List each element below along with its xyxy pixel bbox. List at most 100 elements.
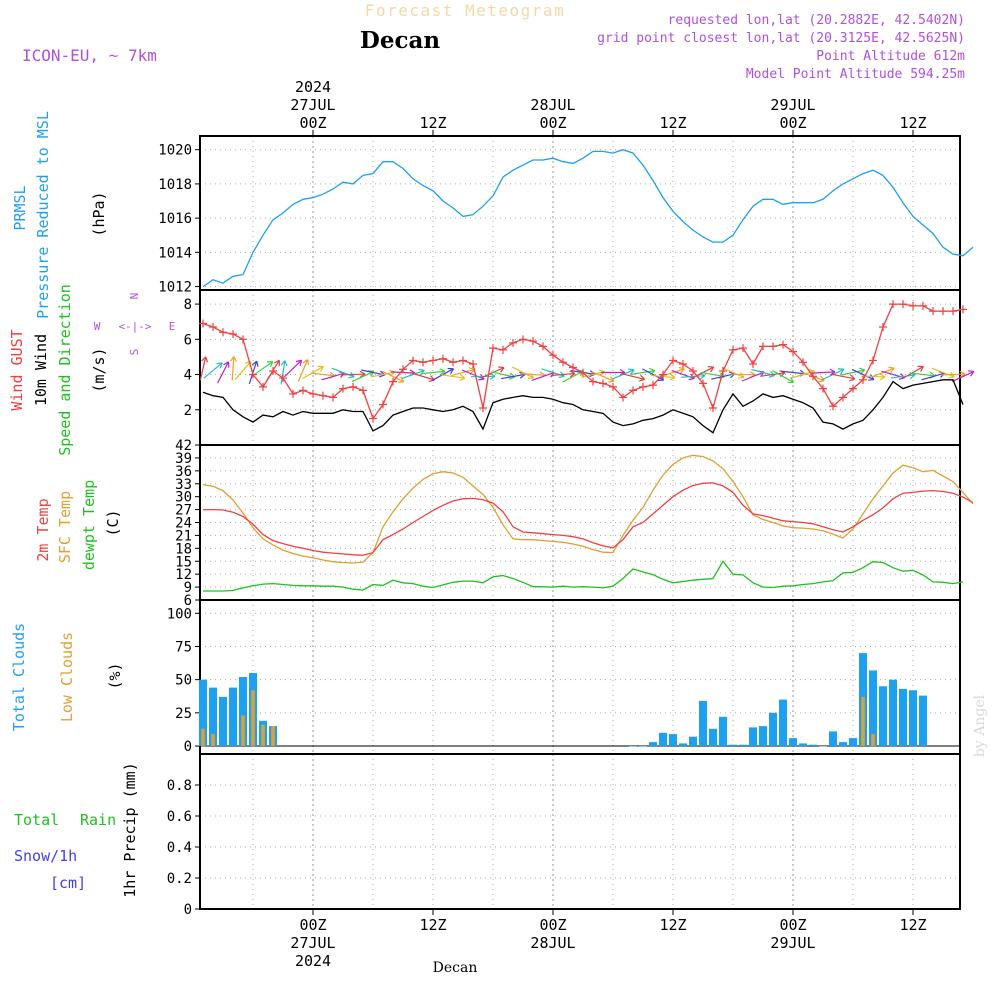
- gust-marker: [689, 367, 697, 376]
- gust-marker: [679, 359, 687, 368]
- top-time-label: 00Z: [539, 114, 566, 132]
- wind-arrow: [199, 356, 209, 381]
- temp-ytick-label: 36: [175, 464, 192, 480]
- gust-marker: [559, 358, 567, 367]
- total-cloud-bar: [819, 746, 827, 747]
- compass-arrows: <-|->: [118, 320, 151, 333]
- wind-arrow: [252, 361, 274, 376]
- bottom-time-label: 12Z: [419, 916, 446, 934]
- clouds-ytick-label: 0: [184, 739, 192, 755]
- total-cloud-bar: [709, 728, 717, 747]
- temp-ytick-label: 39: [175, 451, 192, 467]
- gust-marker: [889, 300, 897, 309]
- wind-ytick-label: 8: [184, 297, 192, 313]
- hpa-unit-label: (hPa): [90, 191, 108, 236]
- compass-rose: N S W E <-|->: [94, 293, 176, 356]
- top-time-label: 12Z: [419, 114, 446, 132]
- temp2m-series-line: [203, 482, 974, 556]
- gust-marker: [639, 382, 647, 391]
- gust-marker: [749, 359, 757, 368]
- wind-arrow: [621, 373, 646, 382]
- wind-arrow: [931, 367, 955, 379]
- total-cloud-bar: [799, 743, 807, 747]
- precip-ytick-label: 0.6: [167, 809, 192, 825]
- temp-ytick-label: 12: [175, 567, 192, 583]
- temp-ytick-label: 42: [175, 438, 192, 454]
- low-clouds-label: Low Clouds: [58, 632, 76, 722]
- low-cloud-bar: [261, 724, 265, 746]
- gust-marker: [439, 354, 447, 363]
- wind-arrow: [951, 370, 975, 383]
- bottom-date-label: 29JUL: [770, 934, 815, 952]
- wind-arrow: [772, 370, 795, 384]
- temp-ytick-label: 18: [175, 541, 192, 557]
- gust-marker: [899, 300, 907, 309]
- gust-marker: [869, 356, 877, 365]
- wind-arrow: [381, 370, 405, 383]
- wind-arrow: [550, 370, 576, 378]
- gust-marker: [479, 404, 487, 413]
- temp-unit-label: (C): [104, 509, 122, 536]
- precip-ytick-label: 0.8: [167, 778, 192, 794]
- clouds-frame: [199, 599, 961, 755]
- gust-marker: [929, 307, 937, 316]
- wind10m-series-line: [202, 379, 964, 434]
- low-cloud-bar: [251, 690, 255, 747]
- low-cloud-bar: [271, 726, 275, 746]
- gust-marker: [259, 382, 267, 391]
- clouds-unit-label: (%): [106, 662, 124, 689]
- bottom-date-label: 27JUL: [290, 934, 335, 952]
- chart-title: Forecast Meteogram: [365, 1, 565, 20]
- compass-south: S: [128, 349, 141, 356]
- gust-marker: [409, 356, 417, 365]
- wind-arrow: [217, 361, 230, 384]
- gust-marker: [419, 358, 427, 367]
- top-date-label: 29JUL: [770, 96, 815, 114]
- total-cloud-bar: [869, 670, 877, 747]
- gust-marker: [729, 345, 737, 354]
- total-cloud-bar: [789, 738, 797, 747]
- wind-side-labels: Wind GUST 10m Wind Speed and Direction (…: [8, 284, 175, 456]
- gust-marker: [669, 356, 677, 365]
- gust-marker: [489, 344, 497, 353]
- top-year-label: 2024: [295, 78, 331, 96]
- wind-10m-label: 10m Wind: [32, 334, 50, 406]
- temp-ytick-label: 27: [175, 503, 192, 519]
- precip-unit-label: 1hr Precip (mm): [121, 762, 139, 897]
- gust-markers: [199, 300, 967, 423]
- gust-marker: [759, 342, 767, 351]
- total-cloud-bar: [629, 746, 637, 747]
- gust-marker: [239, 335, 247, 344]
- gust-marker: [829, 402, 837, 411]
- temp-ytick-label: 6: [184, 593, 192, 609]
- gridpoint-coordinates: grid point closest lon,lat (20.3125E, 42…: [597, 31, 965, 46]
- total-cloud-bar: [809, 744, 817, 746]
- total-cloud-bar: [739, 744, 747, 746]
- bottom-time-label: 00Z: [779, 916, 806, 934]
- gust-marker: [909, 301, 917, 310]
- gust-marker: [449, 358, 457, 367]
- total-cloud-bar: [689, 736, 697, 746]
- watermark: by Angel: [972, 694, 988, 757]
- pressure-ytick-label: 1012: [158, 280, 192, 296]
- wind-arrow: [340, 370, 366, 378]
- bottom-date-label: 28JUL: [530, 934, 575, 952]
- gust-marker: [509, 338, 517, 347]
- gust-marker: [879, 322, 887, 331]
- snow-label: Snow/1h: [14, 847, 77, 865]
- wind-arrow: [302, 365, 324, 380]
- pressure-panel: 1012 1014 1016 1018 1020: [158, 135, 961, 296]
- gust-marker: [779, 340, 787, 349]
- total-cloud-bar: [889, 679, 897, 747]
- gust-marker: [959, 305, 967, 314]
- wind-direction-arrows: [199, 356, 975, 385]
- gust-marker: [399, 365, 407, 374]
- top-time-label: 00Z: [779, 114, 806, 132]
- gust-marker: [599, 379, 607, 388]
- gust-marker: [809, 372, 817, 381]
- pressure-ytick-label: 1018: [158, 177, 192, 193]
- gust-marker: [719, 367, 727, 376]
- point-altitude: Point Altitude 612m: [816, 49, 965, 64]
- wind-arrow: [371, 369, 396, 378]
